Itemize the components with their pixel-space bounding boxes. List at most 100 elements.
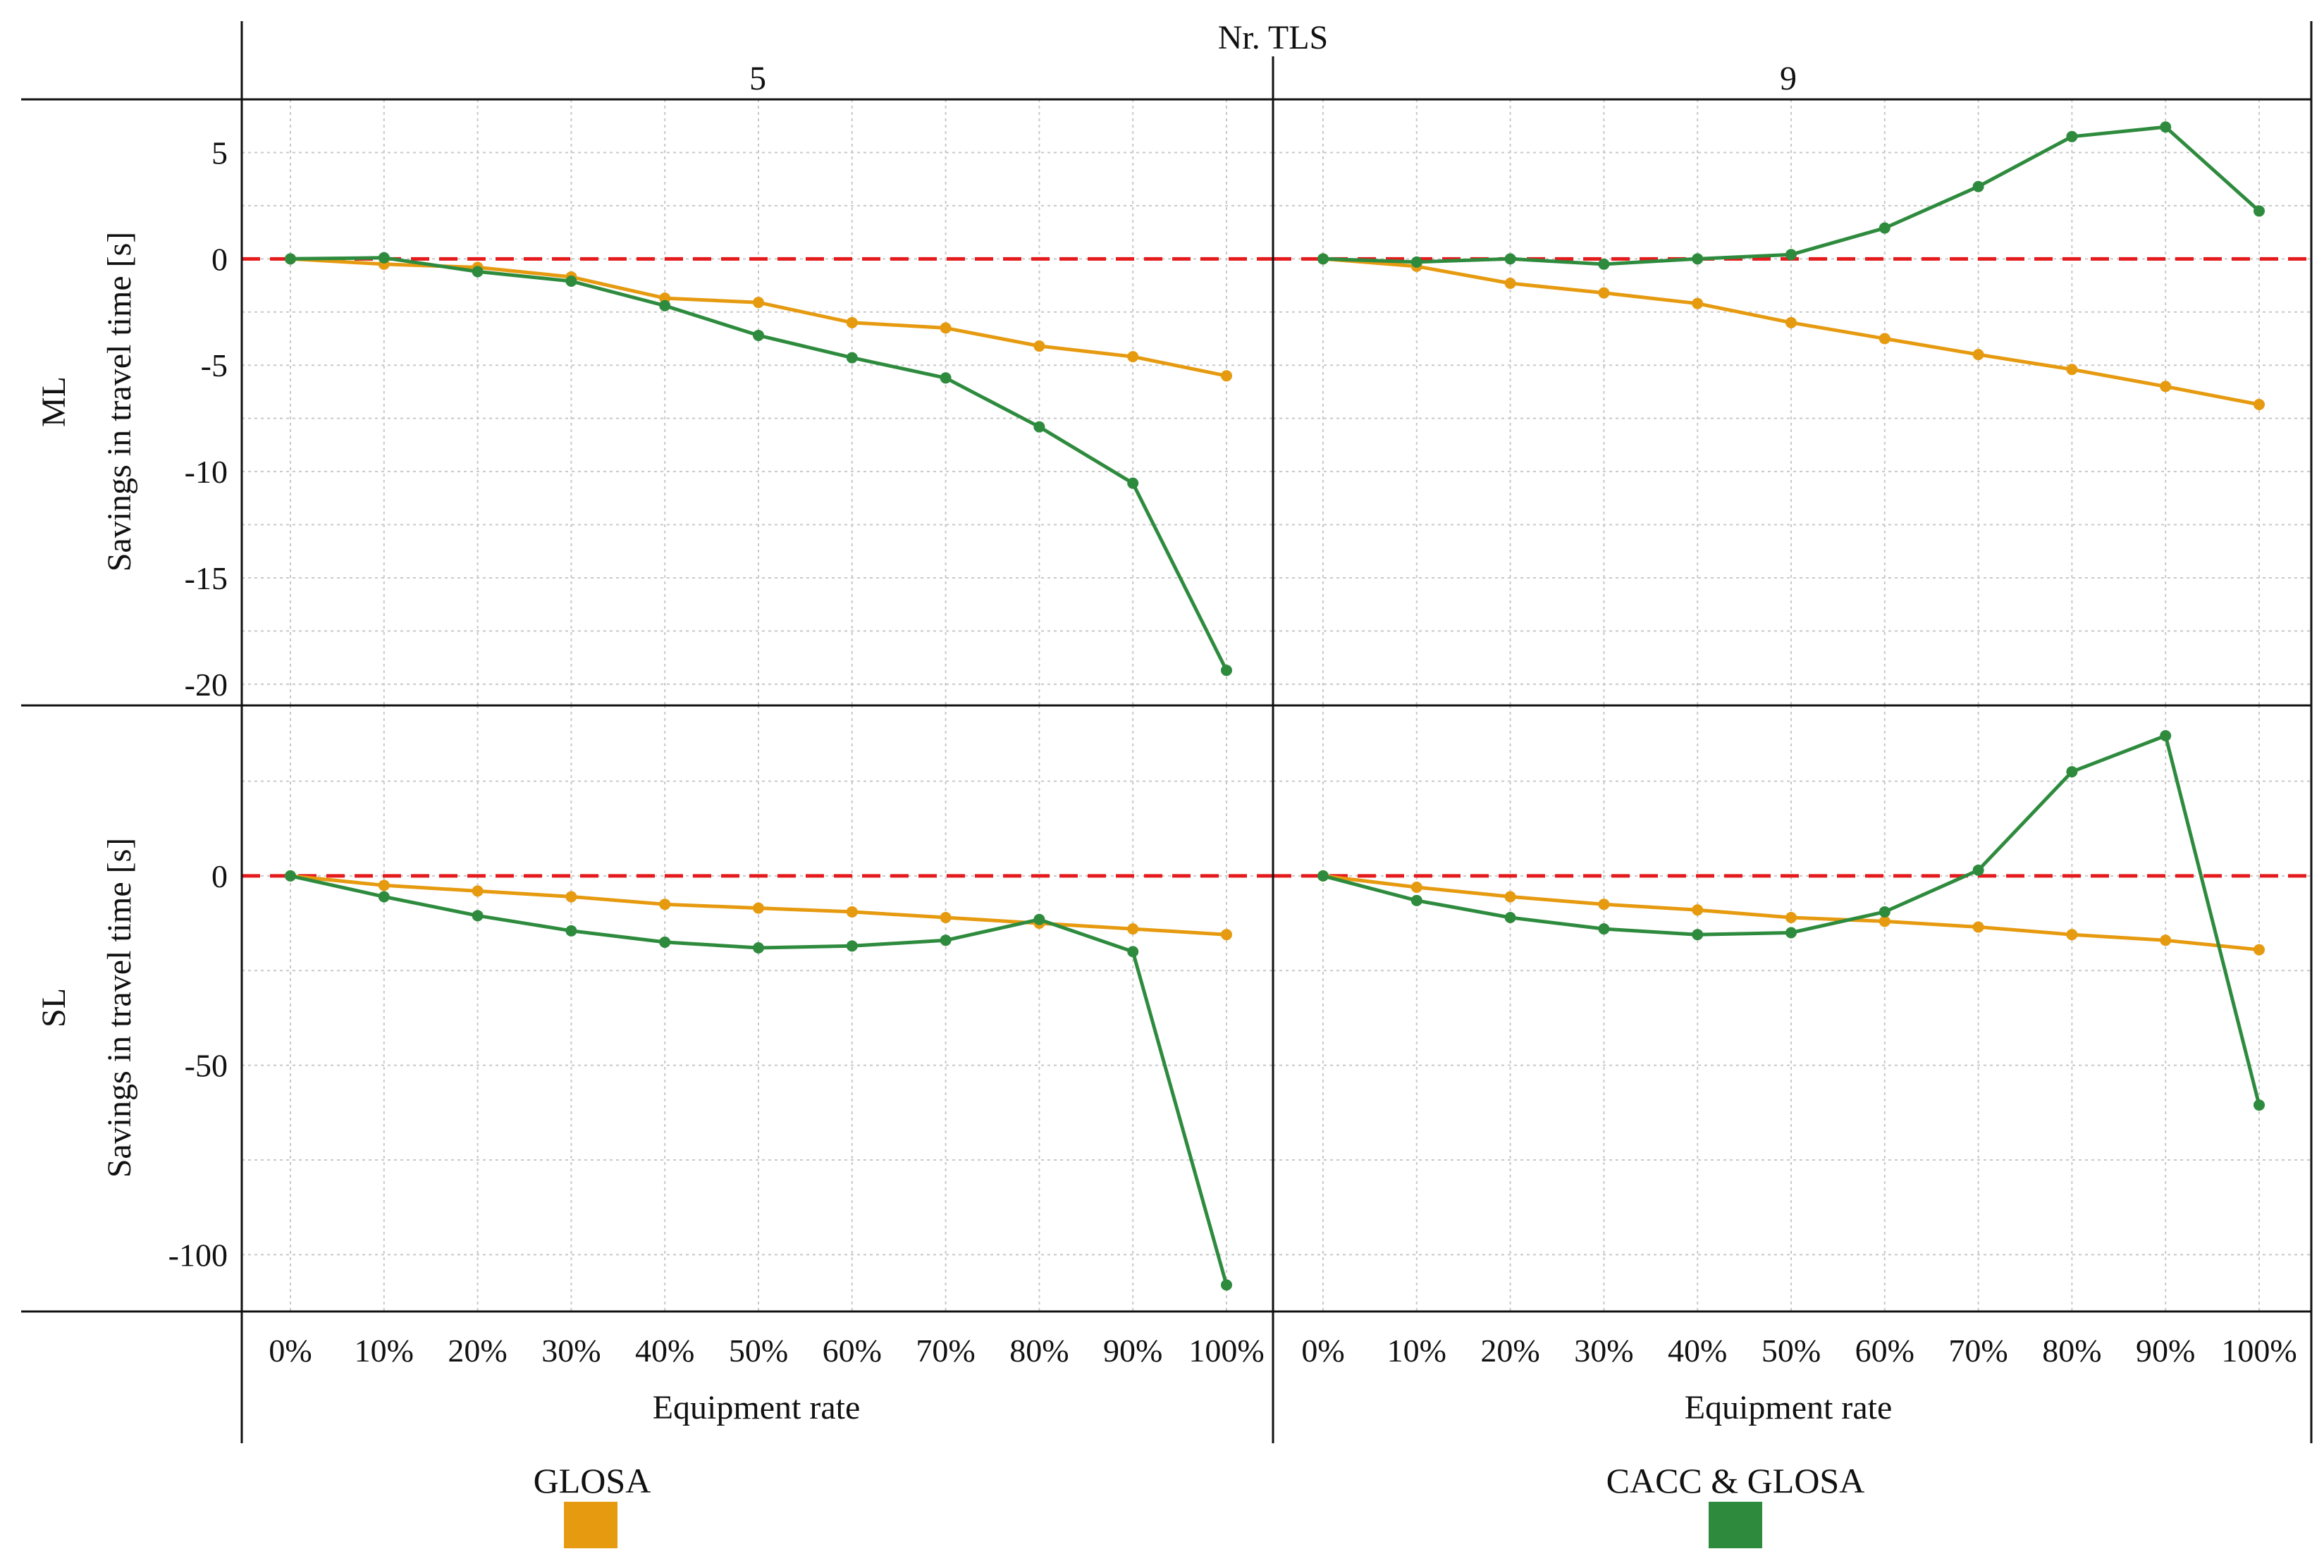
data-point bbox=[2254, 399, 2265, 411]
data-point bbox=[753, 297, 764, 309]
x-tick-label: 50% bbox=[729, 1333, 788, 1369]
data-point bbox=[1598, 923, 1610, 935]
data-point bbox=[753, 942, 764, 953]
data-point bbox=[1410, 256, 1422, 268]
data-point bbox=[1127, 351, 1139, 363]
data-point bbox=[659, 300, 671, 311]
data-point bbox=[1692, 904, 1704, 916]
y-tick-label: -20 bbox=[185, 667, 228, 703]
x-tick-label: 90% bbox=[1103, 1333, 1162, 1369]
x-axis-label-5: Equipment rate bbox=[653, 1389, 861, 1426]
y-tick-label: -100 bbox=[168, 1237, 228, 1273]
x-tick-label: 100% bbox=[1188, 1333, 1264, 1369]
legend-swatch-glosa bbox=[564, 1502, 617, 1548]
data-point bbox=[659, 899, 671, 910]
data-point bbox=[1692, 929, 1704, 941]
data-point bbox=[2160, 730, 2172, 741]
legend-swatch-cacc-glosa bbox=[1709, 1502, 1762, 1548]
data-point bbox=[1785, 249, 1797, 261]
y-axis-label-ml: Savings in travel time [s] bbox=[101, 232, 138, 572]
data-point bbox=[378, 891, 390, 903]
y-tick-label: 0 bbox=[211, 858, 228, 894]
data-point bbox=[2160, 121, 2172, 133]
x-tick-layer: 0% 10% 20% 30% 40% 50% 60% 70% 80% 90% 100% 0% 10% 20… bbox=[269, 1333, 2297, 1369]
data-point bbox=[1972, 180, 1984, 192]
data-point bbox=[565, 925, 577, 937]
data-point bbox=[1317, 253, 1329, 265]
data-point bbox=[1972, 921, 1984, 933]
series-line-glosa bbox=[1322, 257, 2260, 407]
data-point bbox=[1033, 913, 1045, 925]
data-point bbox=[472, 910, 484, 922]
data-point bbox=[1692, 297, 1704, 309]
data-point bbox=[1033, 421, 1045, 433]
data-point bbox=[1785, 316, 1797, 328]
column-header-9: 9 bbox=[1780, 60, 1797, 97]
y-tick-label: -5 bbox=[201, 347, 228, 383]
row-header-sl: SL bbox=[35, 988, 73, 1027]
data-point bbox=[565, 276, 577, 287]
data-point bbox=[753, 329, 764, 341]
data-point bbox=[378, 879, 390, 891]
data-point bbox=[2066, 766, 2078, 778]
y-axis-label-sl: Savings in travel time [s] bbox=[101, 838, 138, 1178]
data-point bbox=[1785, 927, 1797, 939]
data-point bbox=[1879, 222, 1890, 234]
data-point bbox=[846, 940, 858, 952]
x-tick-label: 10% bbox=[1387, 1333, 1446, 1369]
data-point bbox=[1504, 278, 1516, 290]
x-tick-label: 100% bbox=[2221, 1333, 2297, 1369]
data-point bbox=[940, 372, 952, 384]
data-point bbox=[940, 322, 952, 334]
data-point bbox=[1598, 899, 1610, 910]
y-tick-layer: 5 0 -5 -10 -15 -20 0 -50 -100 bbox=[168, 135, 228, 1273]
x-tick-label: 70% bbox=[1948, 1333, 2008, 1369]
data-point bbox=[659, 936, 671, 948]
data-point bbox=[1598, 258, 1610, 270]
y-tick-label: -15 bbox=[185, 560, 228, 596]
row-header-ml: ML bbox=[35, 376, 73, 427]
x-tick-label: 20% bbox=[1480, 1333, 1539, 1369]
y-tick-label: 0 bbox=[211, 241, 228, 277]
data-point bbox=[565, 891, 577, 903]
x-tick-label: 40% bbox=[635, 1333, 694, 1369]
data-point bbox=[1692, 253, 1704, 265]
x-tick-label: 40% bbox=[1668, 1333, 1727, 1369]
data-point bbox=[472, 885, 484, 897]
data-point bbox=[1504, 253, 1516, 265]
x-tick-label: 30% bbox=[541, 1333, 601, 1369]
data-point bbox=[2254, 1099, 2265, 1111]
data-point bbox=[1972, 864, 1984, 876]
data-point bbox=[1127, 946, 1139, 958]
data-point bbox=[2254, 944, 2265, 956]
data-point bbox=[2066, 929, 2078, 941]
data-point bbox=[846, 316, 858, 328]
zero-reference-layer bbox=[242, 257, 2311, 878]
y-tick-label: -50 bbox=[185, 1048, 228, 1084]
data-point bbox=[1410, 882, 1422, 893]
data-point bbox=[285, 253, 296, 265]
data-point bbox=[940, 934, 952, 946]
data-point bbox=[1317, 870, 1329, 882]
data-point bbox=[1221, 665, 1232, 677]
column-header-5: 5 bbox=[749, 60, 766, 97]
data-point bbox=[1504, 891, 1516, 903]
x-tick-label: 60% bbox=[823, 1333, 882, 1369]
data-point bbox=[1033, 340, 1045, 352]
legend: GLOSA CACC & GLOSA bbox=[534, 1461, 1864, 1548]
data-point bbox=[2160, 934, 2172, 946]
data-point bbox=[1879, 333, 1890, 345]
data-point bbox=[1410, 894, 1422, 906]
x-tick-label: 90% bbox=[2136, 1333, 2195, 1369]
data-point bbox=[1879, 906, 1890, 918]
x-tick-label: 0% bbox=[269, 1333, 312, 1369]
x-tick-label: 20% bbox=[448, 1333, 507, 1369]
data-point bbox=[2066, 130, 2078, 142]
x-tick-label: 60% bbox=[1855, 1333, 1914, 1369]
x-axis-label-9: Equipment rate bbox=[1685, 1389, 1893, 1426]
legend-label-glosa: GLOSA bbox=[534, 1461, 651, 1500]
y-tick-label: 5 bbox=[211, 135, 228, 171]
x-tick-label: 80% bbox=[1009, 1333, 1069, 1369]
data-point bbox=[472, 266, 484, 278]
